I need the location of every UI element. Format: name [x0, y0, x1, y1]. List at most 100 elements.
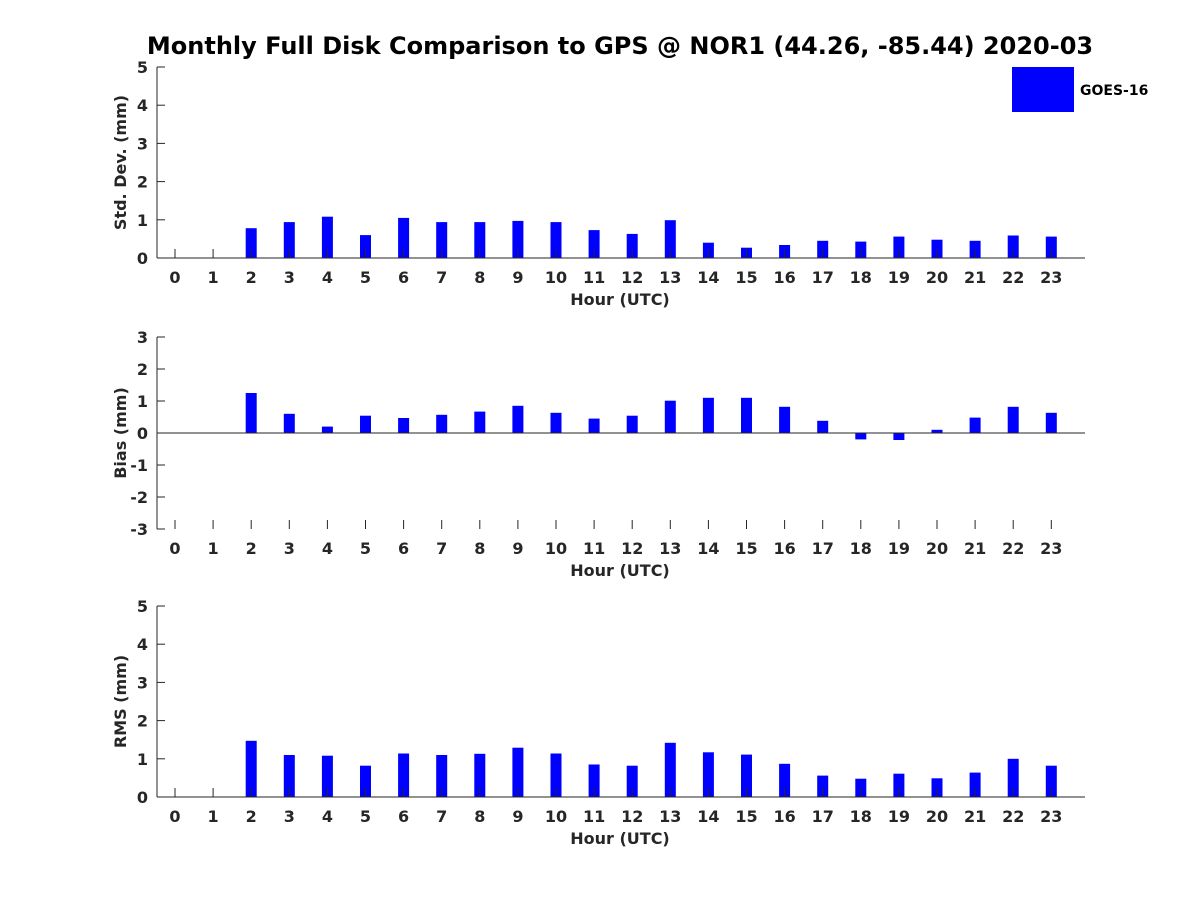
rms-x-tick-label: 10: [545, 807, 567, 826]
bias-x-tick-label: 20: [926, 539, 948, 558]
rms-x-tick-label: 4: [322, 807, 333, 826]
rms-x-tick-label: 20: [926, 807, 948, 826]
rms-x-tick-label: 18: [850, 807, 872, 826]
rms-x-tick-label: 0: [169, 807, 180, 826]
std-x-tick-label: 4: [322, 268, 333, 287]
bias-x-tick-label: 2: [246, 539, 257, 558]
bias-x-tick-label: 17: [812, 539, 834, 558]
chart-title: Monthly Full Disk Comparison to GPS @ NO…: [147, 32, 1093, 60]
std-y-tick-label: 4: [137, 96, 148, 115]
rms-x-tick-label: 2: [246, 807, 257, 826]
rms-x-tick-label: 11: [583, 807, 605, 826]
bias-x-tick-label: 9: [512, 539, 523, 558]
rms-y-tick-label: 5: [137, 597, 148, 616]
bar-rms-hour-6: [398, 753, 410, 797]
rms-x-tick-label: 13: [659, 807, 681, 826]
bias-y-tick-label: -1: [130, 456, 148, 475]
bias-y-tick-label: 3: [137, 328, 148, 347]
bar-std-hour-5: [360, 235, 371, 258]
std-x-tick-label: 1: [208, 268, 219, 287]
bar-bias-hour-11: [588, 418, 600, 433]
std-x-tick-label: 9: [512, 268, 523, 287]
rms-y-tick-label: 4: [137, 635, 148, 654]
bias-x-tick-label: 6: [398, 539, 409, 558]
bias-x-tick-label: 19: [888, 539, 910, 558]
bias-y-tick-label: 0: [137, 424, 148, 443]
bias-x-tick-label: 0: [169, 539, 180, 558]
rms-x-axis-label: Hour (UTC): [570, 829, 670, 848]
legend-label: GOES-16: [1080, 83, 1148, 99]
std-y-axis-label: Std. Dev. (mm): [111, 95, 130, 230]
bias-x-tick-label: 11: [583, 539, 605, 558]
bar-rms-hour-20: [931, 778, 943, 797]
std-x-tick-label: 23: [1040, 268, 1062, 287]
bar-std-hour-22: [1007, 235, 1019, 258]
bar-rms-hour-15: [741, 754, 752, 797]
bias-x-tick-label: 22: [1002, 539, 1024, 558]
bar-rms-hour-5: [360, 765, 371, 797]
bar-rms-hour-14: [702, 752, 714, 797]
rms-y-axis-label: RMS (mm): [111, 655, 130, 748]
std-x-tick-label: 2: [246, 268, 257, 287]
bar-bias-hour-17: [817, 420, 829, 433]
bar-rms-hour-8: [474, 753, 486, 797]
bias-x-tick-label: 23: [1040, 539, 1062, 558]
bias-x-tick-label: 3: [284, 539, 295, 558]
rms-x-tick-label: 1: [208, 807, 219, 826]
bar-bias-hour-4: [321, 426, 333, 433]
bar-std-hour-12: [626, 233, 638, 258]
bar-bias-hour-21: [969, 417, 981, 433]
rms-x-tick-label: 5: [360, 807, 371, 826]
bar-std-hour-8: [474, 222, 486, 258]
rms-x-tick-label: 7: [436, 807, 447, 826]
std-x-tick-label: 17: [812, 268, 834, 287]
bar-bias-hour-22: [1007, 406, 1019, 433]
std-x-tick-label: 12: [621, 268, 643, 287]
bias-x-tick-label: 13: [659, 539, 681, 558]
std-x-tick-label: 7: [436, 268, 447, 287]
std-x-tick-label: 3: [284, 268, 295, 287]
bar-std-hour-10: [550, 222, 562, 258]
bar-std-hour-19: [893, 236, 905, 258]
bias-x-tick-label: 1: [208, 539, 219, 558]
std-x-tick-label: 16: [773, 268, 795, 287]
bias-x-tick-label: 15: [735, 539, 757, 558]
bias-y-tick-label: 1: [137, 392, 148, 411]
legend-swatch: [1012, 67, 1074, 112]
rms-x-tick-label: 3: [284, 807, 295, 826]
std-y-tick-label: 3: [137, 134, 148, 153]
std-x-tick-label: 8: [474, 268, 485, 287]
std-x-tick-label: 21: [964, 268, 986, 287]
rms-x-tick-label: 23: [1040, 807, 1062, 826]
bar-bias-hour-10: [550, 412, 562, 433]
bias-x-tick-label: 14: [697, 539, 719, 558]
bar-rms-hour-18: [855, 778, 867, 797]
rms-x-tick-label: 22: [1002, 807, 1024, 826]
bar-bias-hour-12: [626, 415, 638, 433]
bar-rms-hour-22: [1007, 758, 1019, 797]
std-x-tick-label: 5: [360, 268, 371, 287]
bar-bias-hour-8: [474, 411, 486, 433]
bar-bias-hour-15: [741, 397, 752, 433]
bar-std-hour-9: [512, 220, 524, 258]
rms-x-tick-label: 6: [398, 807, 409, 826]
rms-y-tick-label: 1: [137, 750, 148, 769]
std-x-tick-label: 13: [659, 268, 681, 287]
bias-y-tick-label: 2: [137, 360, 148, 379]
bar-bias-hour-9: [512, 405, 524, 433]
bar-rms-hour-16: [779, 763, 791, 797]
bar-bias-hour-6: [398, 418, 410, 433]
rms-x-tick-label: 9: [512, 807, 523, 826]
bias-x-tick-label: 21: [964, 539, 986, 558]
rms-x-tick-label: 17: [812, 807, 834, 826]
bar-std-hour-3: [283, 222, 295, 258]
bar-rms-hour-13: [664, 742, 676, 797]
bias-x-tick-label: 8: [474, 539, 485, 558]
bar-rms-hour-7: [436, 755, 448, 797]
bias-x-tick-label: 18: [850, 539, 872, 558]
bias-y-axis-label: Bias (mm): [111, 387, 130, 479]
bar-bias-hour-2: [245, 393, 257, 433]
